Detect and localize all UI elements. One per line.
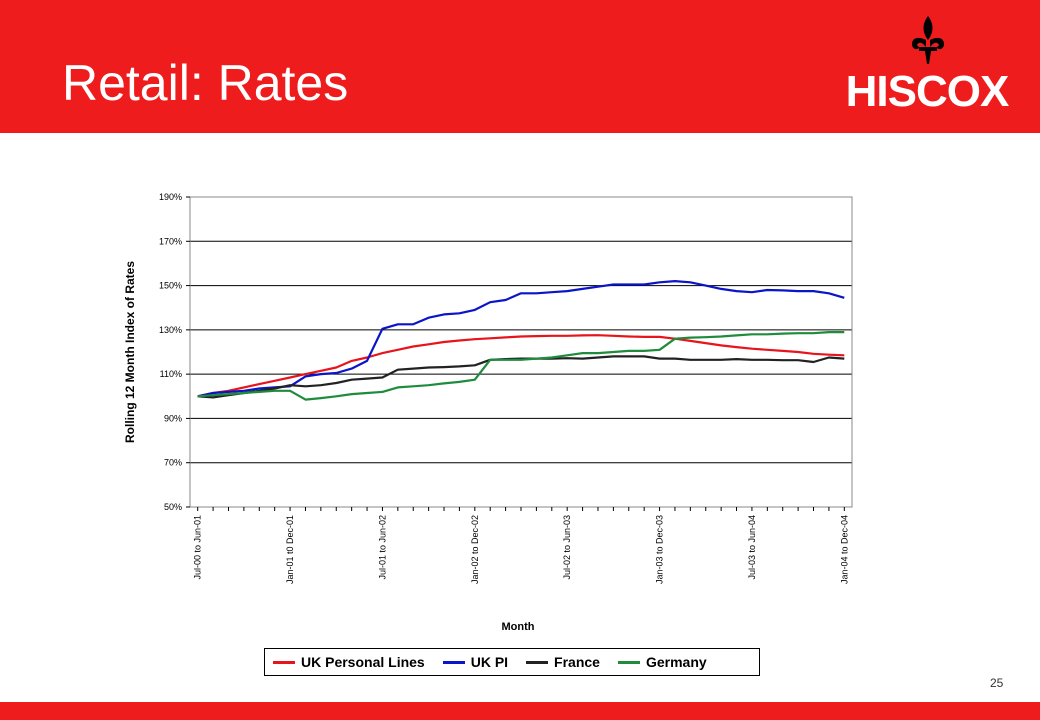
fleur-de-lis-icon [912,16,944,64]
legend-swatch [442,660,465,664]
brand-wordmark: HISCOX [845,67,1010,116]
x-tick-label: Jul-01 to Jun-02 [377,515,387,580]
line-chart: 50% 70% 90% 110% 130% 150% 170% 190% Jul-00 to … [123,192,853,633]
x-tick-label: Jul-00 to Jun-01 [193,515,203,580]
footer-bar [0,702,1040,720]
brand-logo: HISCOX [832,14,1022,114]
legend-item: UK PI [442,654,509,670]
legend-item: France [526,654,600,670]
chart-series [197,280,845,401]
legend-swatch [526,660,549,664]
legend-label: UK PI [470,654,509,670]
legend-label: France [554,654,600,670]
y-tick-label: 110% [160,369,182,379]
y-tick-label: 50% [164,502,182,512]
legend-swatch [617,660,640,664]
y-tick-label: 170% [159,236,182,246]
x-tick-label: Jan-04 to Dec-04 [839,515,849,584]
chart-legend: UK Personal Lines UK PI France Germany [264,648,760,676]
x-tick-label: Jan-03 to Dec-03 [655,515,665,584]
legend-item: UK Personal Lines [273,654,425,670]
legend-label: UK Personal Lines [301,654,425,670]
y-tick-label: 90% [164,413,182,423]
x-tick-label: Jul-03 to Jun-04 [747,515,757,580]
x-tick-label: Jul-02 to Jun-03 [562,515,572,580]
plot-area-frame [189,196,853,508]
x-axis: Jul-00 to Jun-01 Jan-01 t0 Dec-01 Jul-01 t… [193,507,849,584]
y-tick-label: 150% [159,281,182,291]
x-tick-label: Jan-01 t0 Dec-01 [285,515,295,584]
y-axis: 50% 70% 90% 110% 130% 150% 170% 190% [159,192,190,512]
chart-gridlines [190,196,852,464]
y-tick-label: 130% [159,325,182,335]
y-tick-label: 70% [164,458,182,468]
x-axis-label: Month [502,621,535,633]
x-tick-label: Jan-02 to Dec-02 [470,515,480,584]
page-number: 25 [990,676,1004,690]
legend-label: Germany [645,654,707,670]
legend-item: Germany [617,654,707,670]
series-line-uk-personal-lines [197,334,845,398]
y-tick-label: 190% [159,192,182,202]
series-line-france [197,355,845,399]
page-title: Retail: Rates [62,55,349,111]
series-line-uk-pi [197,280,845,398]
y-axis-label: Rolling 12 Month Index of Rates [123,261,137,443]
legend-swatch [273,660,295,664]
header-bar [0,0,1040,133]
series-line-germany [197,331,845,401]
